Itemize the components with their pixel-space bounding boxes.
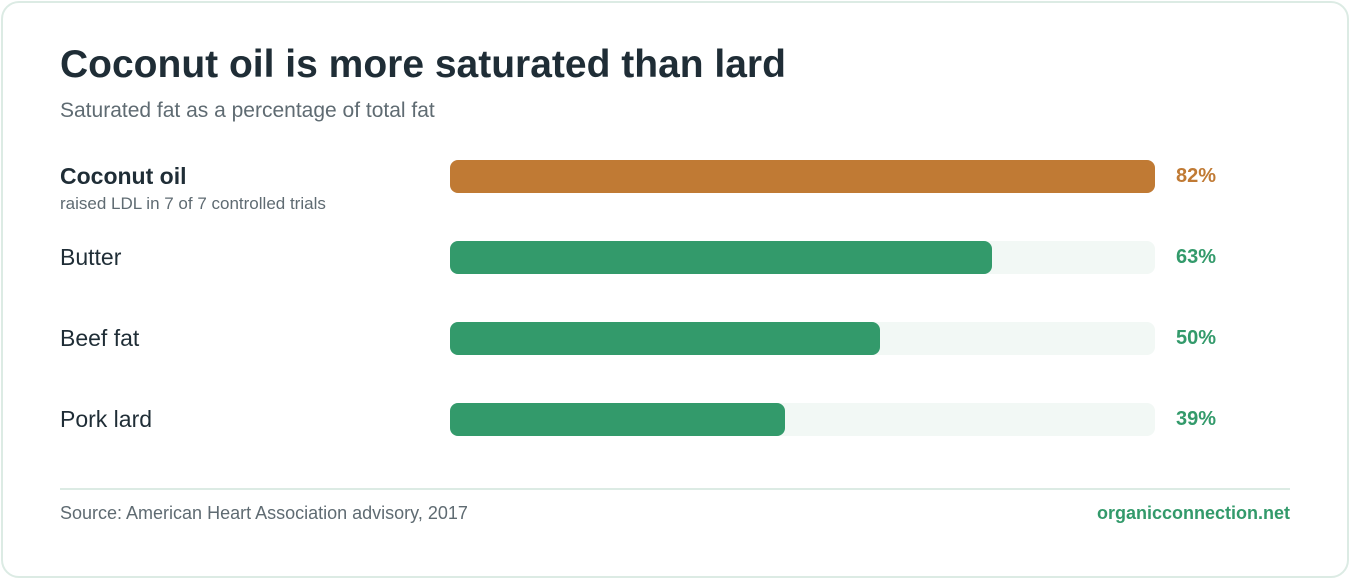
bar	[450, 160, 1155, 193]
source-note: Source: American Heart Association advis…	[60, 503, 468, 523]
bar-row-coconut-oil: Coconut oil raised LDL in 7 of 7 controll…	[0, 160, 1350, 220]
chart-title: Coconut oil is more saturated than lard	[60, 43, 786, 86]
footer-divider	[60, 488, 1290, 490]
category-annotation: raised LDL in 7 of 7 controlled trials	[60, 194, 326, 213]
value-label: 63%	[1176, 246, 1217, 268]
category-label: Pork lard	[60, 406, 153, 432]
bar-row-butter: Butter 63%	[0, 241, 1350, 301]
value-label: 39%	[1176, 408, 1217, 430]
bar	[450, 322, 880, 355]
category-label: Butter	[60, 244, 122, 270]
bar-row-pork-lard: Pork lard 39%	[0, 403, 1350, 463]
bar-track	[450, 241, 1155, 274]
bar	[450, 241, 992, 274]
bar-track	[450, 160, 1155, 193]
bar-track	[450, 403, 1155, 436]
category-label: Beef fat	[60, 325, 140, 351]
value-label: 50%	[1176, 327, 1217, 349]
chart-subtitle: Saturated fat as a percentage of total f…	[60, 99, 435, 122]
value-label: 82%	[1176, 165, 1217, 187]
brand-link[interactable]: organicconnection.net	[1096, 503, 1290, 523]
category-label: Coconut oil	[60, 163, 187, 189]
bar-row-beef-fat: Beef fat 50%	[0, 322, 1350, 382]
bar-track	[450, 322, 1155, 355]
bar	[450, 403, 785, 436]
